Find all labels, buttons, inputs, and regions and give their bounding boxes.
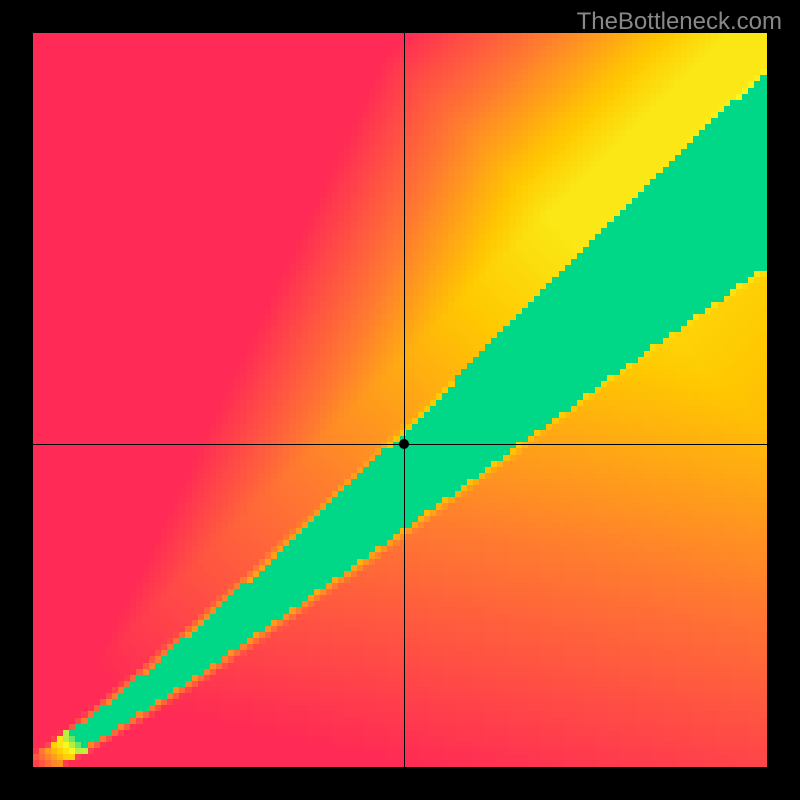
heatmap-plot [33, 33, 767, 767]
vertical-axis-line [404, 33, 405, 767]
heatmap-canvas [33, 33, 767, 767]
crosshair-marker [399, 439, 409, 449]
watermark-text: TheBottleneck.com [577, 8, 782, 36]
